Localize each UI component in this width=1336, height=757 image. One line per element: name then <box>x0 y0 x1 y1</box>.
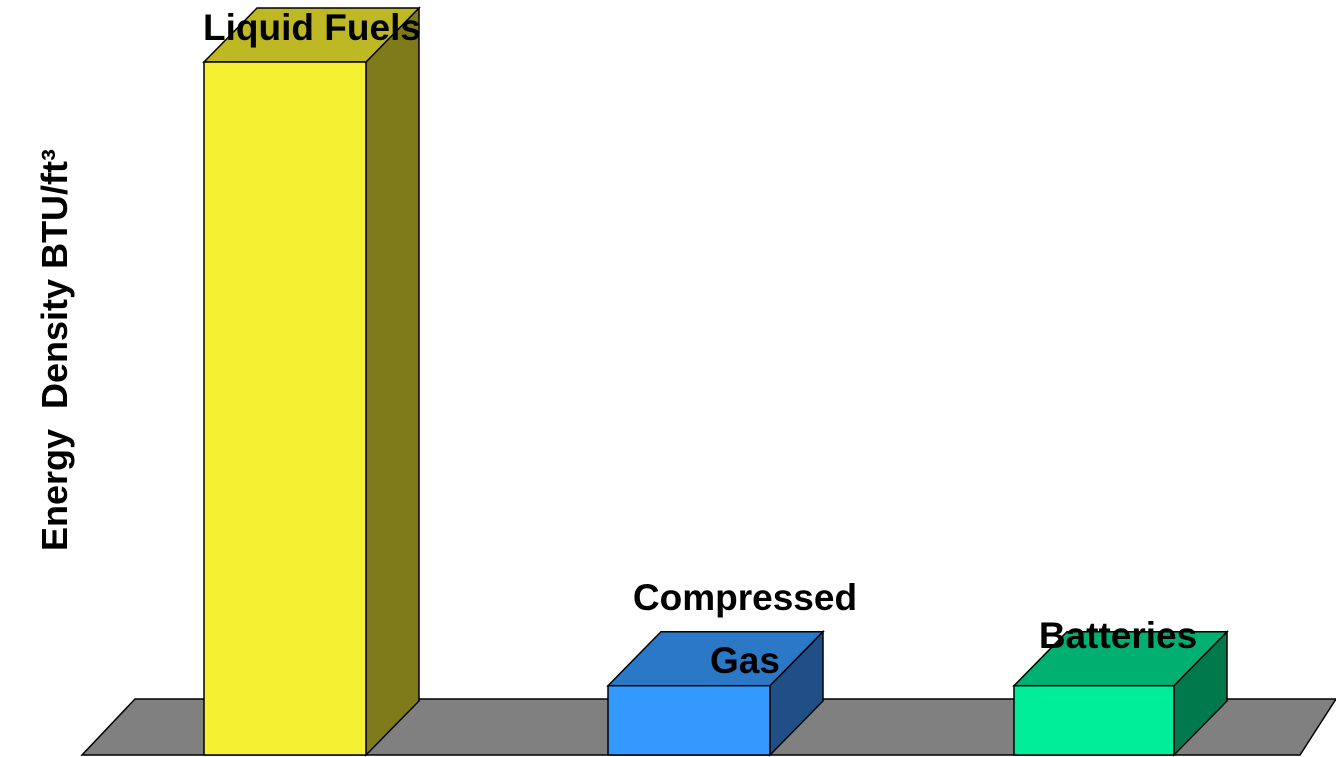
category-label: Batteries <box>1038 615 1198 656</box>
bar-side <box>365 6 420 757</box>
bar <box>607 684 771 756</box>
bar <box>1013 684 1175 756</box>
category-label: Compressed Gas <box>632 577 858 681</box>
bar <box>203 61 367 756</box>
category-label: Liquid Fuels <box>203 7 421 48</box>
y-axis-label: Energy Density BTU/ft³ <box>34 148 75 552</box>
